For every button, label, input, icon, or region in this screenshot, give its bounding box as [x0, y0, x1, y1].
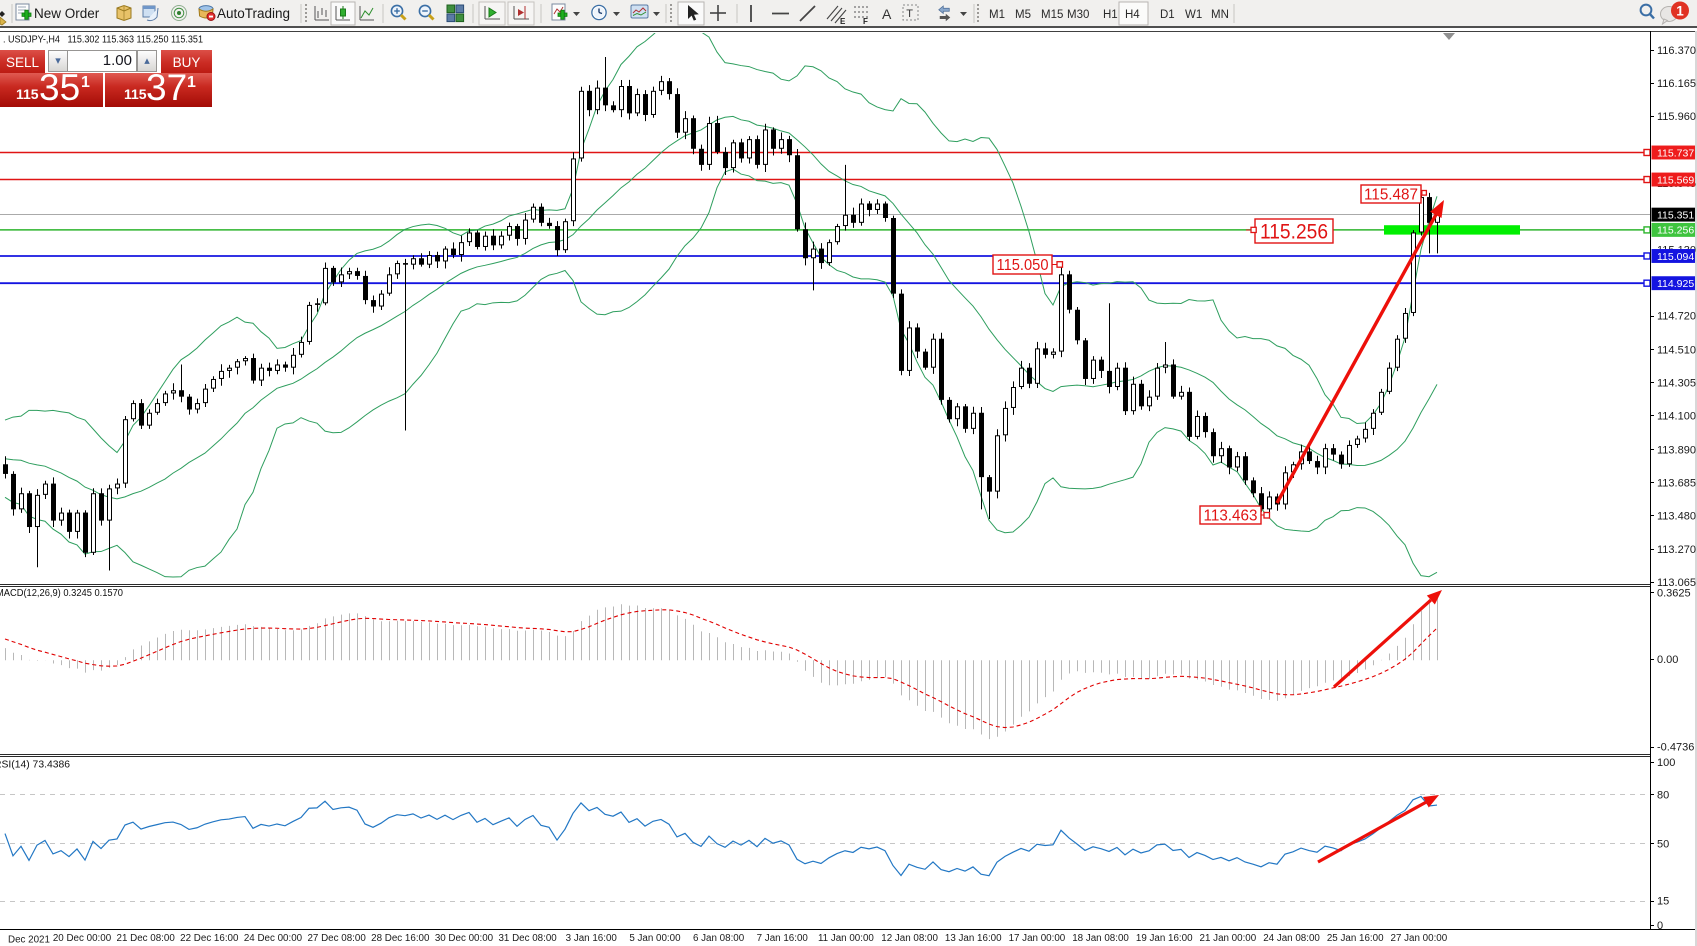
svg-text:12 Jan 08:00: 12 Jan 08:00 [881, 933, 938, 944]
svg-text:21 Jan 00:00: 21 Jan 00:00 [1200, 933, 1257, 944]
svg-text:5 Jan 00:00: 5 Jan 00:00 [629, 933, 681, 944]
svg-text:0.00: 0.00 [1657, 654, 1678, 666]
svg-text:H1: H1 [1103, 9, 1118, 21]
svg-text:M30: M30 [1067, 9, 1089, 21]
svg-text:6 Jan 08:00: 6 Jan 08:00 [693, 933, 745, 944]
svg-text:27 Jan 00:00: 27 Jan 00:00 [1391, 933, 1448, 944]
svg-text:28 Dec 16:00: 28 Dec 16:00 [371, 933, 430, 944]
svg-text:18 Jan 08:00: 18 Jan 08:00 [1072, 933, 1129, 944]
svg-text:114.925: 114.925 [1657, 278, 1694, 290]
svg-text:113.270: 113.270 [1657, 544, 1696, 556]
svg-text:RSI(14) 73.4386: RSI(14) 73.4386 [0, 760, 71, 771]
svg-text:M15: M15 [1041, 9, 1063, 21]
svg-text:22 Dec 16:00: 22 Dec 16:00 [180, 933, 239, 944]
svg-text:20 Dec 00:00: 20 Dec 00:00 [53, 933, 112, 944]
svg-text:115.351: 115.351 [1657, 209, 1694, 221]
svg-text:115.737: 115.737 [1657, 147, 1694, 159]
svg-text:15: 15 [1657, 896, 1669, 908]
svg-text:0: 0 [1657, 920, 1663, 932]
svg-text:13 Jan 16:00: 13 Jan 16:00 [945, 933, 1002, 944]
svg-text:24 Dec 00:00: 24 Dec 00:00 [244, 933, 303, 944]
svg-text:113.890: 113.890 [1657, 444, 1696, 456]
svg-text:A: A [882, 6, 892, 22]
svg-text:115.256: 115.256 [1260, 220, 1328, 244]
svg-text:114.305: 114.305 [1657, 377, 1696, 389]
svg-text:W1: W1 [1185, 9, 1202, 21]
svg-text:MN: MN [1211, 9, 1229, 21]
svg-text:30 Dec 00:00: 30 Dec 00:00 [435, 933, 494, 944]
svg-text:25 Jan 16:00: 25 Jan 16:00 [1327, 933, 1384, 944]
svg-text:115.960: 115.960 [1657, 111, 1696, 123]
svg-text:17 Jan 00:00: 17 Jan 00:00 [1009, 933, 1066, 944]
svg-text:116.165: 116.165 [1657, 78, 1696, 90]
svg-text:H4: H4 [1125, 9, 1140, 21]
svg-text:115.487: 115.487 [1364, 187, 1418, 204]
svg-text:115.569: 115.569 [1657, 174, 1694, 186]
svg-text:19 Jan 16:00: 19 Jan 16:00 [1136, 933, 1193, 944]
svg-text:F: F [863, 17, 868, 26]
svg-text:New Order: New Order [34, 6, 100, 21]
svg-text:Dec 2021: Dec 2021 [8, 935, 50, 946]
svg-text:. USDJPY-,H4 115.302 115.363: . USDJPY-,H4 115.302 115.363 115.250 115… [3, 35, 203, 46]
svg-text:-0.4736: -0.4736 [1657, 742, 1694, 754]
svg-text:E: E [840, 17, 846, 26]
svg-text:AutoTrading: AutoTrading [217, 6, 290, 21]
svg-text:31 Dec 08:00: 31 Dec 08:00 [498, 933, 557, 944]
svg-text:11 Jan 00:00: 11 Jan 00:00 [818, 933, 874, 944]
svg-text:115.094: 115.094 [1657, 251, 1694, 263]
svg-text:113.685: 113.685 [1657, 477, 1696, 489]
svg-text:MACD(12,26,9) 0.3245 0.1570: MACD(12,26,9) 0.3245 0.1570 [0, 588, 123, 599]
svg-text:116.370: 116.370 [1657, 45, 1696, 57]
svg-text:27 Dec 08:00: 27 Dec 08:00 [307, 933, 366, 944]
svg-text:50: 50 [1657, 838, 1669, 850]
svg-text:M5: M5 [1015, 9, 1031, 21]
svg-text:80: 80 [1657, 789, 1669, 801]
svg-text:21 Dec 08:00: 21 Dec 08:00 [117, 933, 176, 944]
svg-text:0.3625: 0.3625 [1657, 587, 1691, 599]
svg-text:113.480: 113.480 [1657, 510, 1696, 522]
svg-text:M1: M1 [989, 9, 1005, 21]
svg-text:114.100: 114.100 [1657, 410, 1696, 422]
svg-text:D1: D1 [1160, 9, 1175, 21]
svg-text:T: T [906, 8, 913, 20]
svg-text:114.510: 114.510 [1657, 344, 1696, 356]
svg-text:3 Jan 16:00: 3 Jan 16:00 [566, 933, 618, 944]
svg-text:100: 100 [1657, 757, 1675, 769]
svg-text:113.463: 113.463 [1204, 508, 1258, 525]
svg-text:7 Jan 16:00: 7 Jan 16:00 [757, 933, 809, 944]
svg-text:1: 1 [1676, 4, 1684, 19]
svg-text:113.065: 113.065 [1657, 577, 1696, 589]
svg-text:24 Jan 08:00: 24 Jan 08:00 [1263, 933, 1320, 944]
svg-text:115.050: 115.050 [997, 257, 1049, 274]
svg-text:114.720: 114.720 [1657, 311, 1696, 323]
svg-text:115.256: 115.256 [1657, 225, 1694, 237]
